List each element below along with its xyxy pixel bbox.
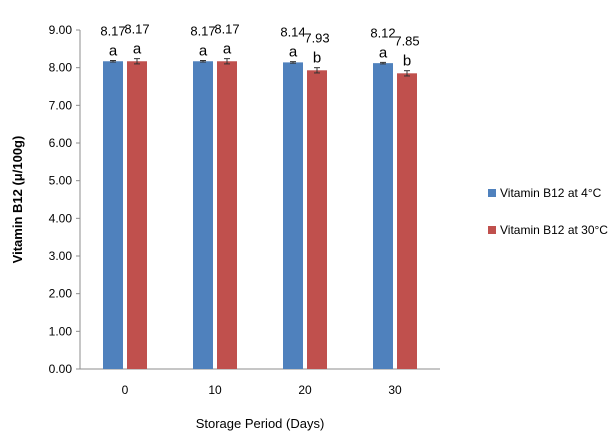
legend-swatch [488,226,496,234]
data-label: 8.14 [280,25,305,40]
data-label: 7.85 [394,34,419,49]
x-axis-title: Storage Period (Days) [196,416,325,431]
y-axis-title: Vitamin B12 (μ/100g) [10,136,25,264]
significance-label: a [109,43,118,60]
bar [217,61,237,369]
data-label: 8.17 [100,24,125,39]
y-tick-label: 5.00 [49,174,73,188]
bar [397,73,417,370]
bar [127,61,147,369]
significance-label: a [133,41,142,58]
y-tick-label: 2.00 [49,287,73,301]
y-tick-label: 1.00 [49,324,73,338]
significance-label: b [403,53,411,70]
y-tick-label: 3.00 [49,249,73,263]
legend-swatch [488,189,496,197]
legend: Vitamin B12 at 4°C Vitamin B12 at 30°C [488,186,608,237]
legend-label: Vitamin B12 at 30°C [500,223,608,237]
y-tick-label: 0.00 [49,362,73,376]
bar [307,70,327,369]
bar [103,61,123,369]
significance-label: a [379,44,388,61]
bars [103,58,417,370]
x-tick-label: 20 [298,383,312,397]
data-label: 8.12 [370,25,395,40]
data-labels: a 8.17 a 8.17 a 8.17 a 8.17 a 8.14 b 7.93 a 8.12 b 7.85 [100,22,419,70]
x-axis: 0 10 20 30 [80,368,440,397]
y-axis: 0.00 1.00 2.00 3.00 4.00 5.00 6.00 7.00 8.00 9.00 [49,23,81,376]
significance-label: a [223,41,232,58]
y-tick-label: 7.00 [49,98,73,112]
y-tick-label: 8.00 [49,61,73,75]
data-label: 8.17 [190,24,215,39]
y-tick-label: 9.00 [49,23,73,37]
y-tick-label: 4.00 [49,211,73,225]
x-tick-label: 10 [208,383,222,397]
bar [283,62,303,369]
x-tick-label: 0 [122,383,129,397]
legend-label: Vitamin B12 at 4°C [500,186,602,200]
y-tick-label: 6.00 [49,136,73,150]
data-label: 7.93 [304,31,329,46]
x-tick-label: 30 [388,383,402,397]
data-label: 8.17 [214,22,239,37]
bar [193,61,213,369]
data-label: 8.17 [124,22,149,37]
significance-label: a [199,43,208,60]
bar [373,63,393,369]
significance-label: a [289,44,298,61]
significance-label: b [313,50,321,67]
